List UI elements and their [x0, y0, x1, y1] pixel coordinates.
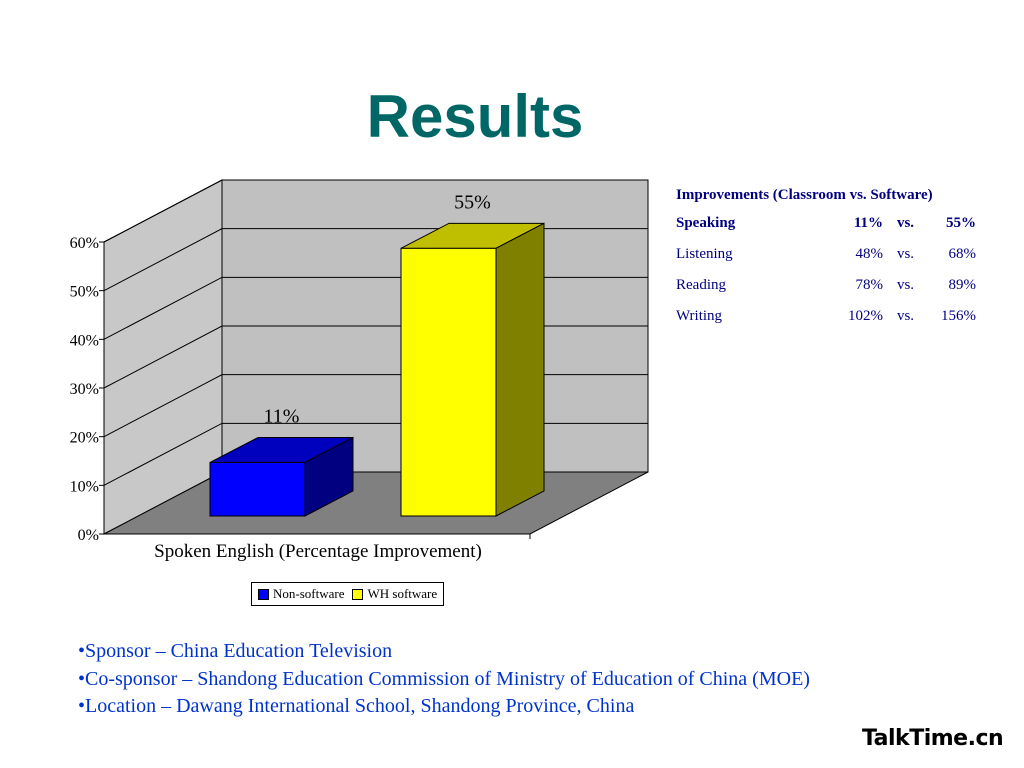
y-tick-label: 20% — [70, 430, 99, 447]
y-tick-label: 0% — [78, 527, 99, 544]
y-tick-label: 40% — [70, 332, 99, 349]
y-axis-ticks: 0% 10% 20% 30% 40% 50% 60% — [70, 235, 104, 544]
bar-front-1 — [400, 247, 497, 517]
row-vs: vs. — [896, 277, 915, 293]
bullet-co-sponsor: •Co-sponsor – Shandong Education Commiss… — [78, 667, 810, 690]
chart-walls — [103, 179, 649, 539]
slide-title: Results — [366, 83, 584, 150]
talktime-logo: TalkTime.cn — [862, 726, 1004, 751]
gridline — [103, 179, 648, 243]
table-header: Improvements (Classroom vs. Software) — [676, 187, 933, 203]
bullet-sponsor: •Sponsor – China Education Television — [78, 640, 393, 662]
improvements-table: Improvements (Classroom vs. Software) Sp… — [676, 184, 988, 332]
data-label-1: 55% — [454, 191, 491, 213]
row-software-value: 68% — [948, 246, 977, 262]
bullet-location: •Location – Dawang International School,… — [78, 695, 635, 717]
row-software-value: 89% — [948, 277, 977, 293]
y-tick-label: 50% — [70, 284, 99, 301]
chart-legend: Non-software WH software — [251, 582, 445, 606]
x-axis-label: Spoken English (Percentage Improvement) — [154, 541, 482, 562]
row-software-value: 55% — [946, 215, 976, 231]
table-row-writing: Writing 102% vs. 156% — [676, 301, 988, 332]
row-label: Writing — [676, 308, 723, 324]
legend-swatch-wh-software — [352, 588, 364, 600]
row-classroom-value: 48% — [855, 246, 884, 262]
table-row-speaking: Speaking 11% vs. 55% — [676, 208, 988, 239]
row-vs: vs. — [896, 308, 915, 324]
row-label: Listening — [676, 246, 733, 262]
y-tick-label: 10% — [70, 478, 99, 495]
row-label: Reading — [676, 277, 726, 293]
row-vs: vs. — [896, 246, 915, 262]
chart-bars — [209, 222, 545, 517]
y-tick-label: 30% — [70, 381, 99, 398]
legend-label-wh-software: WH software — [367, 586, 438, 601]
table-row-reading: Reading 78% vs. 89% — [676, 270, 988, 301]
data-label-0: 11% — [264, 405, 300, 427]
bar-side-1 — [495, 222, 545, 517]
y-tick-label: 60% — [70, 235, 99, 252]
bullet-list: •Sponsor – China Education Television •C… — [78, 638, 810, 721]
bar-front-0 — [209, 461, 306, 517]
legend-item-non-software: Non-software — [258, 586, 344, 602]
legend-label-non-software: Non-software — [273, 586, 345, 601]
row-classroom-value: 102% — [848, 308, 883, 324]
legend-swatch-non-software — [258, 588, 269, 600]
row-label: Speaking — [676, 215, 736, 231]
chart-data-labels: 11% 55% — [264, 191, 491, 427]
row-software-value: 156% — [941, 308, 976, 324]
legend-item-wh-software: WH software — [352, 586, 437, 602]
row-vs: vs. — [896, 215, 915, 231]
row-classroom-value: 11% — [853, 215, 883, 231]
table-row-listening: Listening 48% vs. 68% — [676, 239, 988, 270]
row-classroom-value: 78% — [855, 277, 884, 293]
